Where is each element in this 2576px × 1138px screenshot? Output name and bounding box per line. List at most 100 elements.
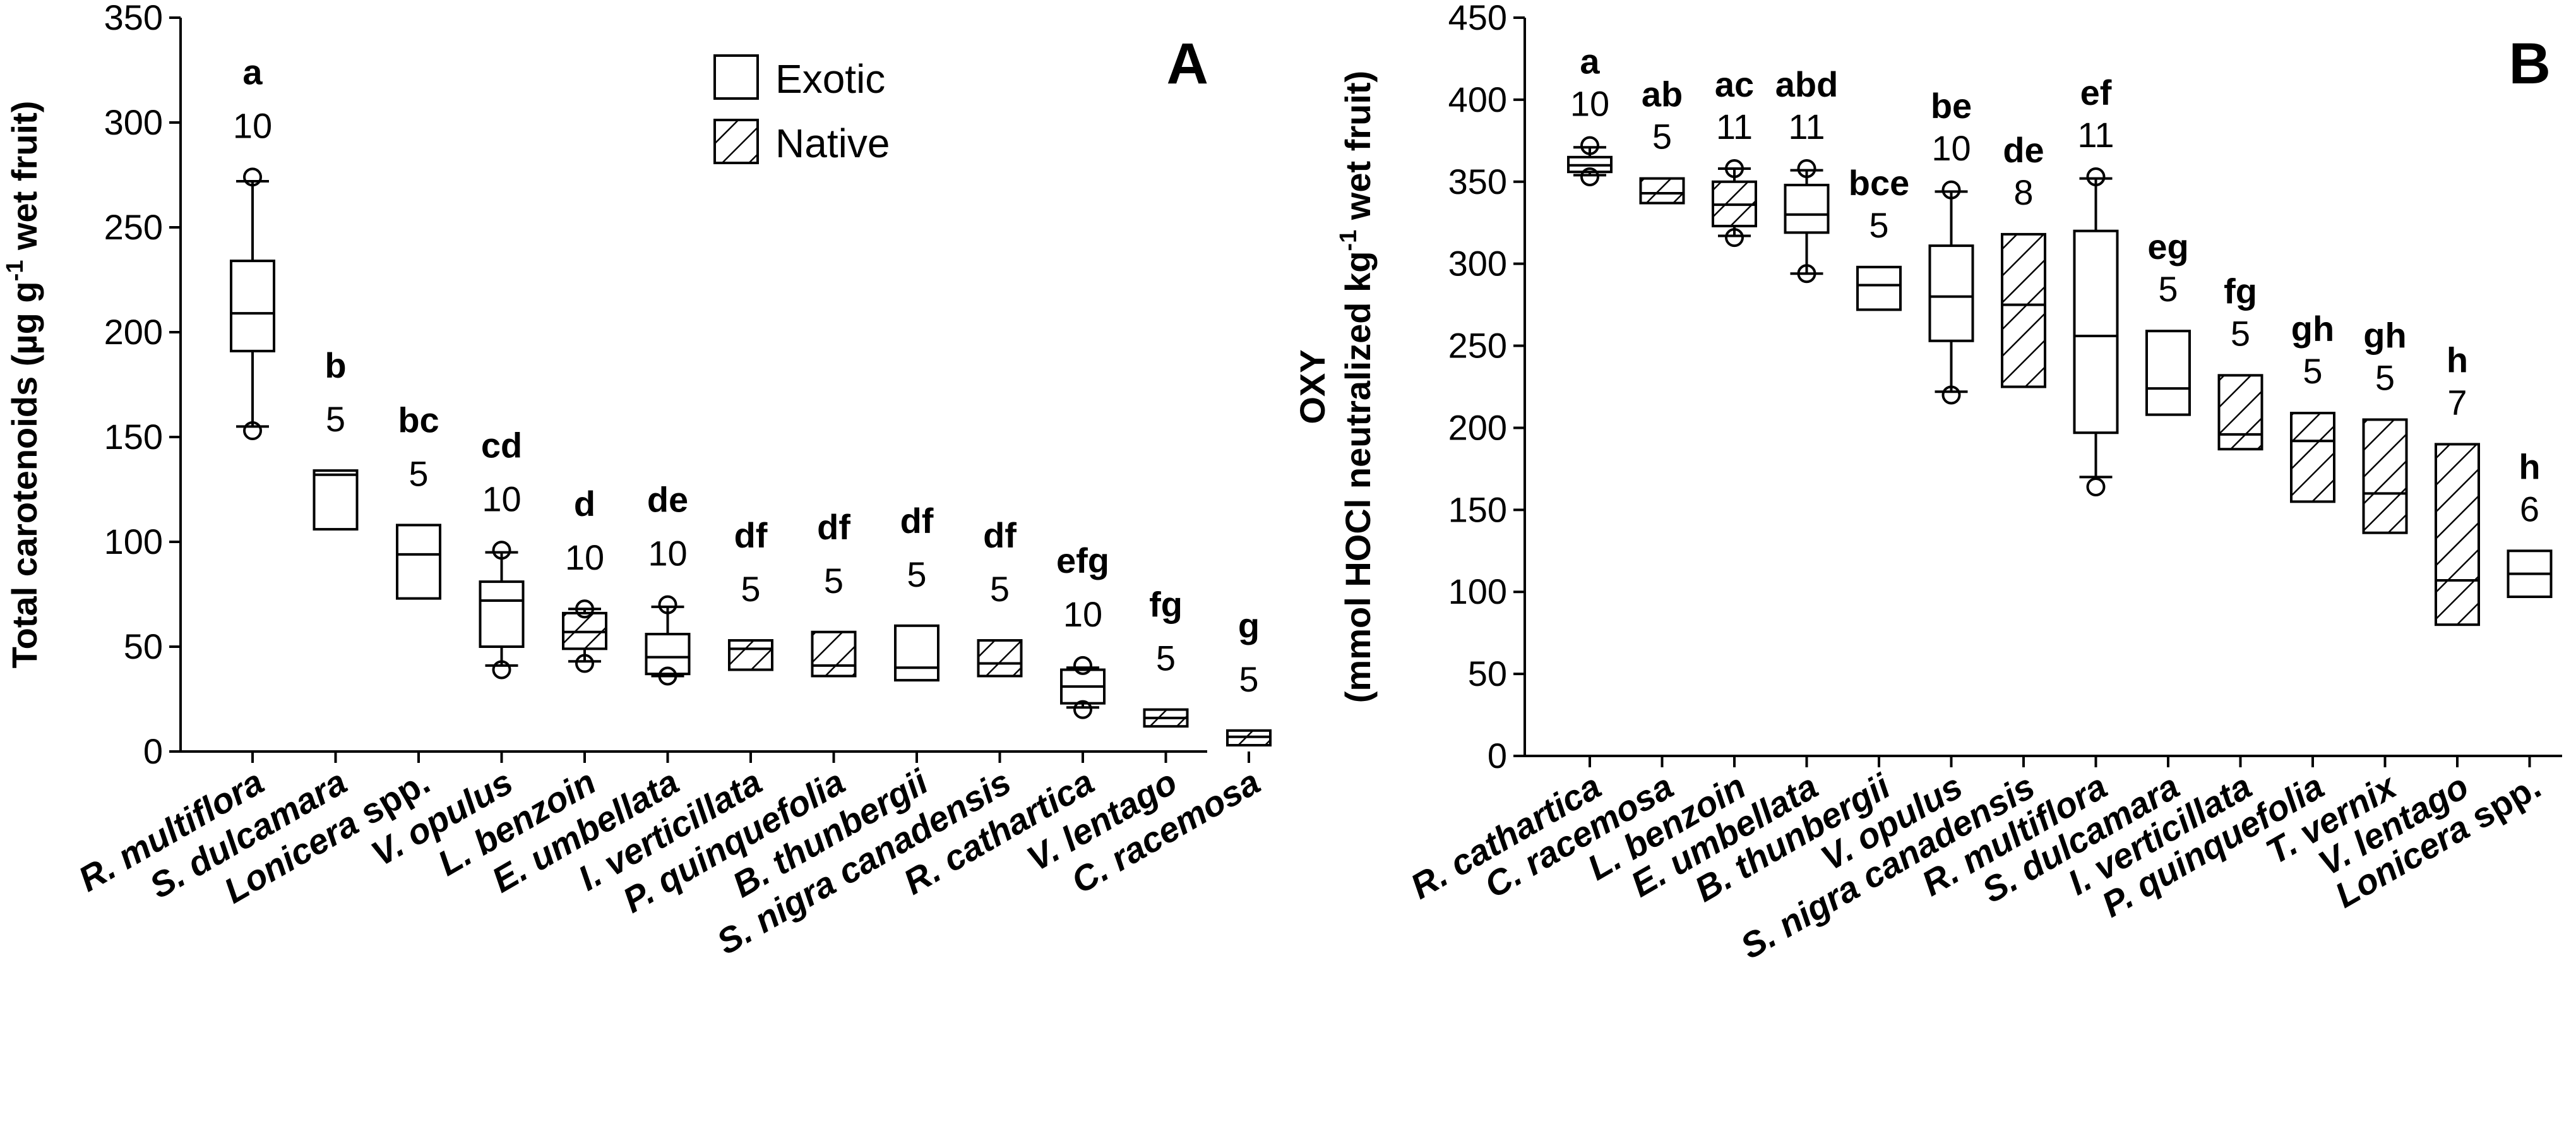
sample-size-label: 10: [1570, 84, 1609, 124]
box-iqr: [728, 639, 773, 671]
sample-size-label: 5: [408, 453, 428, 493]
box-iqr: [1928, 244, 1974, 342]
panel-b-y-tick-label: 450: [1448, 0, 1507, 37]
box-iqr: [2435, 443, 2480, 626]
group-letter-label: gh: [2291, 309, 2334, 349]
group-letter-label: gh: [2363, 315, 2406, 355]
group-letter-label: h: [2519, 446, 2540, 486]
group-letter-label: abd: [1775, 64, 1839, 104]
group-letter-label: efg: [1056, 541, 1109, 580]
outlier-point: [575, 599, 594, 619]
panel-a-y-tick-label: 0: [143, 731, 163, 771]
outlier-point: [1725, 159, 1744, 178]
sample-size-label: 10: [233, 105, 272, 145]
group-letter-label: b: [325, 345, 346, 385]
sample-size-label: 10: [565, 537, 604, 577]
group-letter-label: be: [1931, 86, 1972, 126]
box-iqr: [2217, 374, 2263, 451]
panel-a-y-tick-label: 150: [104, 417, 163, 457]
outlier-point: [1580, 136, 1599, 155]
panel-b-y-tick-label: 300: [1448, 244, 1507, 284]
panel-b-y-tick-label: 400: [1448, 80, 1507, 119]
box-iqr: [313, 469, 359, 531]
box-iqr: [2073, 229, 2119, 434]
outlier-point: [2086, 477, 2106, 496]
panel-a-y-tick-label: 100: [104, 522, 163, 561]
group-letter-label: ac: [1715, 64, 1754, 104]
box-iqr: [2290, 412, 2335, 503]
panel-b-y-tick-label: 100: [1448, 572, 1507, 611]
legend-label-native: Native: [775, 121, 890, 166]
box-iqr: [977, 639, 1023, 678]
box-iqr: [1639, 177, 1685, 205]
box-iqr: [396, 524, 441, 600]
sample-size-label: 5: [2375, 357, 2395, 397]
outlier-point: [658, 666, 677, 686]
sample-size-label: 5: [2231, 313, 2250, 353]
outlier-point: [1580, 167, 1599, 186]
group-letter-label: cd: [481, 425, 522, 465]
sample-size-label: 5: [741, 569, 760, 609]
group-letter-label: a: [242, 52, 263, 92]
panel-a-y-tick-label: 200: [104, 312, 163, 352]
panel-b-chart: 0 50 100 150 200 250 300 350 400 450 OXY (mmol HOCl…: [1292, 0, 2562, 966]
sample-size-label: 8: [2013, 172, 2033, 212]
sample-size-label: 5: [907, 554, 926, 594]
group-letter-label: ef: [2080, 73, 2112, 112]
legend: Exotic Native: [713, 54, 890, 166]
group-letter-label: bc: [398, 400, 439, 440]
group-letter-label: fg: [1149, 585, 1183, 625]
box-iqr: [811, 630, 857, 678]
panel-b-y-axis-title-line1: OXY: [1292, 349, 1332, 424]
outlier-point: [1941, 180, 1961, 200]
outlier-point: [492, 660, 511, 680]
group-letter-label: bce: [1849, 163, 1910, 203]
outlier-point: [1073, 700, 1092, 719]
sample-size-label: 11: [2077, 115, 2114, 155]
group-letter-label: de: [647, 480, 688, 520]
outlier-point: [243, 167, 262, 187]
legend-swatch-exotic: [713, 54, 759, 100]
outlier-point: [243, 421, 262, 441]
outlier-point: [1797, 264, 1816, 284]
sample-size-label: 5: [824, 561, 844, 601]
sample-size-label: 7: [2447, 382, 2467, 422]
sample-size-label: 10: [482, 479, 521, 518]
panel-b-y-tick-label: 0: [1488, 736, 1507, 776]
outlier-point: [658, 595, 677, 614]
box-iqr: [1784, 183, 1830, 234]
panel-a-y-tick-label: 50: [124, 626, 163, 666]
panel-a-chart: 0 50 100 150 200 250 300 350 Total carotenoids (…: [2, 0, 1272, 962]
panel-a-letter: A: [1167, 32, 1208, 96]
sample-size-label: 5: [990, 569, 1010, 609]
box-iqr: [2145, 330, 2191, 416]
panel-b-y-axis-title: (mmol HOCl neutralized kg-1 wet fruit): [1335, 71, 1378, 703]
sample-size-label: 10: [1063, 594, 1102, 634]
group-letter-label: d: [574, 484, 595, 524]
panel-b-y-tick-label: 50: [1468, 654, 1507, 693]
outlier-point: [2086, 167, 2106, 186]
sample-size-label: 5: [1239, 659, 1258, 699]
group-letter-label: h: [2447, 340, 2468, 380]
outlier-point: [575, 654, 594, 673]
panel-b-y-tick-label: 350: [1448, 162, 1507, 201]
sample-size-label: 11: [1716, 107, 1753, 147]
panel-b-y-tick-label: 200: [1448, 407, 1507, 447]
sample-size-label: 6: [2520, 489, 2539, 529]
panel-a-y-axis-title: Total carotenoids (µg g-1 wet fruit): [2, 101, 44, 669]
sample-size-label: 5: [1652, 117, 1672, 157]
legend-label-exotic: Exotic: [775, 56, 885, 102]
sample-size-label: 10: [1931, 128, 1971, 168]
panel-b-letter: B: [2509, 32, 2551, 96]
group-letter-label: eg: [2147, 227, 2188, 267]
box-iqr: [2001, 232, 2046, 388]
outlier-point: [1797, 159, 1816, 178]
panel-b-y-tick-label: 250: [1448, 326, 1507, 366]
sample-size-label: 5: [326, 399, 345, 439]
group-letter-label: ab: [1642, 75, 1683, 114]
outlier-point: [1941, 385, 1961, 405]
box-iqr: [894, 624, 939, 682]
